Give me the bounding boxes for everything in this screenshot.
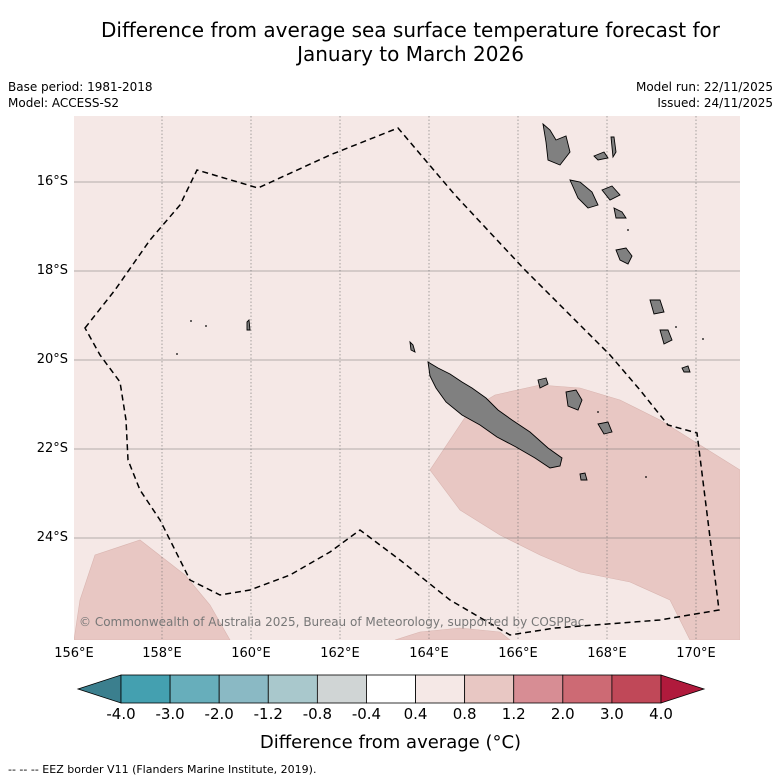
loyalty-island-3 — [537, 377, 549, 389]
colorbar-tick-label: -3.0 — [155, 705, 185, 723]
issued-date: Issued: 24/11/2025 — [657, 96, 773, 110]
copyright-text: © Commonwealth of Australia 2025, Bureau… — [79, 615, 584, 629]
lat-label-24s: 24°S — [36, 530, 68, 545]
vanuatu-island-2 — [569, 179, 599, 209]
colorbar-bin — [169, 674, 220, 704]
colorbar — [76, 674, 706, 704]
lon-label-160e: 160°E — [231, 646, 271, 661]
colorbar-bin — [513, 674, 564, 704]
footer-note: -- -- -- EEZ border V11 (Flanders Marine… — [8, 763, 317, 776]
small-islet-west — [246, 319, 251, 331]
lat-label-18s: 18°S — [36, 263, 68, 278]
lon-label-170e: 170°E — [676, 646, 716, 661]
meta-left: Base period: 1981-2018 Model: ACCESS-S2 — [8, 79, 153, 111]
colorbar-bin — [415, 674, 466, 704]
land-masses — [176, 122, 704, 481]
lat-label-16s: 16°S — [36, 174, 68, 189]
vanuatu-island-9 — [659, 329, 673, 345]
colorbar-title: Difference from average (°C) — [259, 732, 522, 753]
lat-label-22s: 22°S — [36, 441, 68, 456]
colorbar-bin — [316, 674, 367, 704]
vanuatu-island-5 — [610, 136, 617, 159]
eez-border — [84, 127, 720, 636]
anomaly-region-south — [394, 627, 511, 640]
lon-label-168e: 168°E — [587, 646, 627, 661]
lon-label-166e: 166°E — [498, 646, 538, 661]
loyalty-island-1 — [565, 389, 583, 411]
lon-label-158e: 158°E — [142, 646, 182, 661]
colorbar-bin — [267, 674, 318, 704]
colorbar-tick-label: -4.0 — [106, 705, 136, 723]
chesterfield-reef — [409, 340, 416, 353]
vanuatu-island-8 — [649, 299, 665, 315]
vanuatu-island-6 — [613, 207, 627, 219]
vanuatu-island-7 — [615, 247, 633, 265]
colorbar-tick-label: 0.4 — [403, 705, 428, 723]
colorbar-bin — [562, 674, 613, 704]
colorbar-arrow-below — [76, 674, 122, 704]
vanuatu-island-1 — [542, 122, 571, 166]
gridlines — [74, 116, 740, 640]
title-line-1: Difference from average sea surface temp… — [100, 18, 720, 42]
lon-label-156e: 156°E — [54, 646, 94, 661]
colorbar-bin — [218, 674, 269, 704]
colorbar-bin — [464, 674, 515, 704]
colorbar-tick-label: 1.2 — [501, 705, 526, 723]
colorbar-tick-label: 3.0 — [599, 705, 624, 723]
vanuatu-island-4 — [593, 151, 609, 161]
colorbar-arrow-above — [660, 674, 706, 704]
colorbar-tick-label: 0.8 — [452, 705, 477, 723]
colorbar-tick-label: -0.4 — [351, 705, 382, 723]
colorbar-tick-label: 2.0 — [550, 705, 575, 723]
model-run: Model run: 22/11/2025 — [635, 80, 773, 94]
base-period: Base period: 1981-2018 — [8, 80, 153, 94]
vanuatu-island-3 — [601, 185, 621, 201]
colorbar-tick-label: -2.0 — [204, 705, 234, 723]
vanuatu-island-10 — [681, 365, 691, 373]
colorbar-tick-label: -1.2 — [253, 705, 283, 723]
anomaly-region-southwest — [74, 539, 231, 640]
isle-of-pines — [579, 472, 588, 481]
chart-title: Difference from average sea surface temp… — [0, 18, 781, 66]
colorbar-bin — [611, 674, 662, 704]
colorbar-bin — [366, 674, 416, 704]
model-name: Model: ACCESS-S2 — [8, 96, 120, 110]
new-caledonia-island — [427, 361, 563, 469]
title-line-2: January to March 2026 — [297, 42, 524, 66]
loyalty-island-2 — [597, 421, 613, 435]
colorbar-bin — [120, 674, 171, 704]
lon-label-164e: 164°E — [409, 646, 449, 661]
lat-label-20s: 20°S — [36, 352, 68, 367]
colorbar-tick-label: 4.0 — [649, 705, 673, 723]
colorbar-tick-label: -0.8 — [302, 705, 332, 723]
lon-label-162e: 162°E — [320, 646, 360, 661]
meta-right: Model run: 22/11/2025 Issued: 24/11/2025 — [636, 79, 773, 111]
